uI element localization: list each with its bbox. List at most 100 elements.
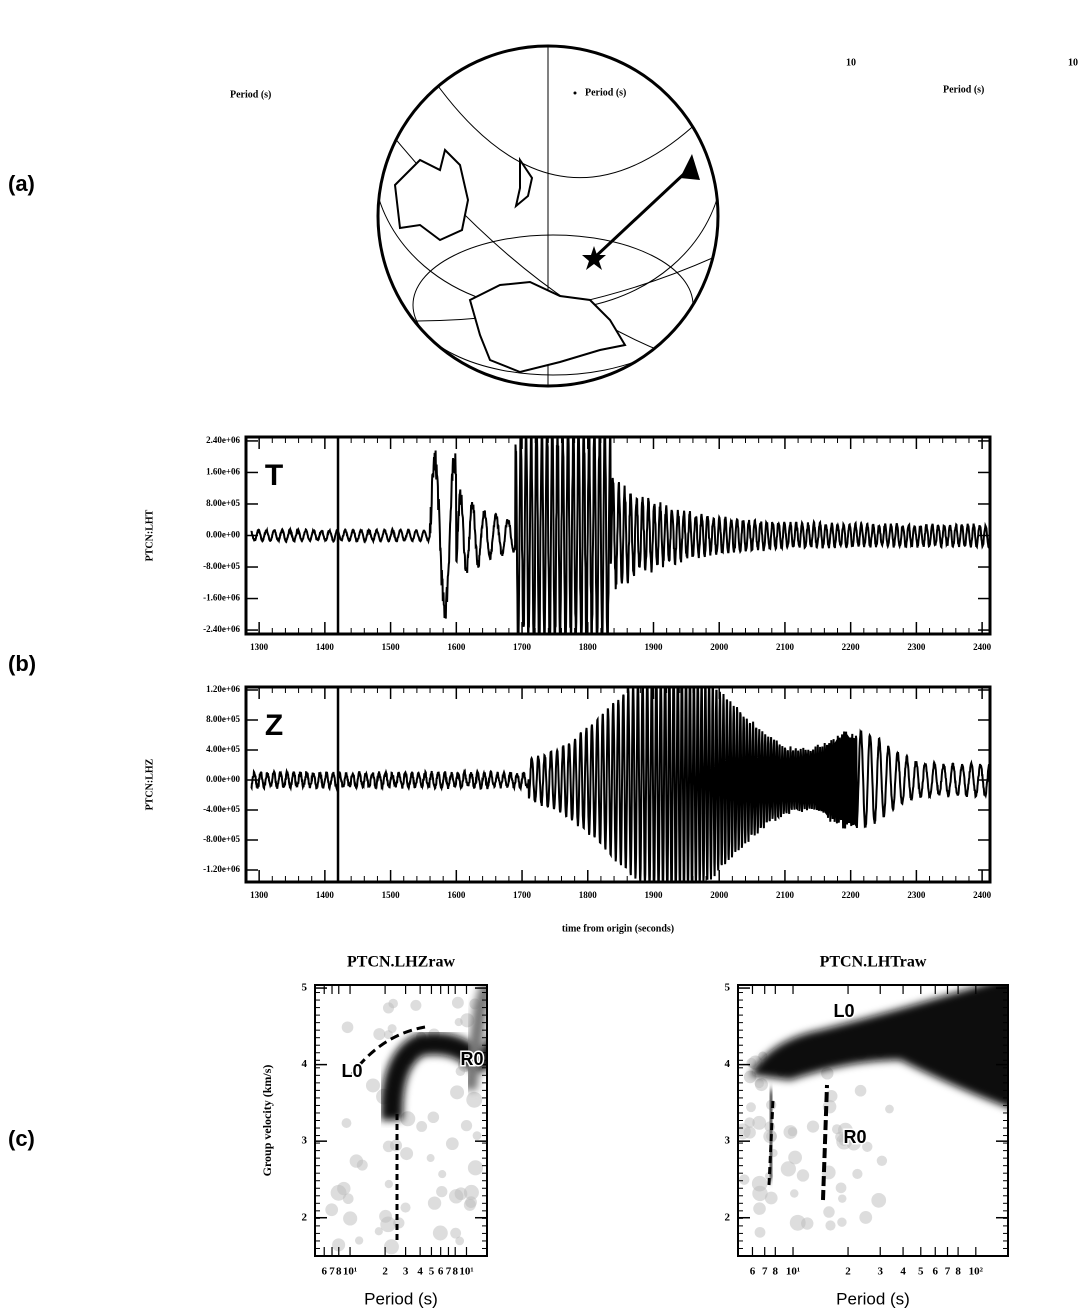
speckle [342, 1193, 354, 1205]
speckle [438, 1170, 447, 1179]
speckle [838, 1122, 853, 1138]
speckle [885, 1104, 894, 1114]
x-tick-label: 2000 [710, 642, 729, 652]
x-tick-label: 10¹ [343, 1266, 357, 1278]
speckle [796, 1169, 810, 1182]
speckle [426, 1154, 435, 1163]
x-tick-label: 1400 [316, 642, 335, 652]
speckle [325, 1203, 339, 1217]
x-tick-label: 1700 [513, 890, 532, 900]
x-tick-label: 6 [933, 1266, 939, 1278]
speckle [341, 1118, 352, 1129]
speckle [432, 1225, 448, 1241]
energy-band [380, 1032, 487, 1121]
x-tick-label: 3 [877, 1266, 883, 1278]
y-tick-label: 4 [725, 1058, 731, 1070]
speckle [379, 1209, 392, 1223]
annotation: R0 [843, 1127, 866, 1147]
x-axis-label: time from origin (seconds) [562, 923, 674, 934]
spectrogram [325, 985, 487, 1255]
panel-label: (b) [8, 651, 36, 676]
stray-dot [573, 91, 577, 95]
x-tick-label: 7 [945, 1266, 951, 1278]
x-tick-label: 2 [382, 1266, 388, 1278]
stray-label: 10 [1068, 57, 1078, 68]
speckle [384, 1179, 393, 1189]
panel-title: PTCN.LHTraw [820, 954, 927, 971]
x-tick-label: 1900 [644, 890, 663, 900]
speckle [388, 998, 398, 1009]
y-tick-label: 5 [302, 982, 308, 994]
x-tick-label: 2 [845, 1266, 851, 1278]
speckle [455, 1236, 465, 1246]
speckle [852, 1168, 863, 1180]
speckle [427, 1196, 442, 1210]
x-tick-label: 2400 [973, 890, 992, 900]
speckle [410, 999, 422, 1011]
speckle [823, 1206, 835, 1218]
annotation: L0 [341, 1061, 362, 1081]
x-tick-label: 8 [955, 1266, 961, 1278]
globe-rim [376, 44, 720, 388]
speckle [463, 1184, 479, 1200]
x-tick-label: 2400 [973, 642, 992, 652]
speckle [739, 1174, 750, 1185]
speckle [332, 1238, 346, 1252]
speckle [460, 1119, 473, 1132]
energy-region [750, 985, 1008, 1108]
x-tick-label: 2000 [710, 890, 729, 900]
speckle [746, 1102, 756, 1113]
y-tick-label: -4.00e+05 [203, 804, 240, 814]
x-tick-label: 8 [773, 1266, 779, 1278]
y-axis-label: Group velocity (km/s) [260, 1065, 274, 1177]
x-tick-label: 4 [417, 1266, 423, 1278]
x-tick-label: 1600 [447, 890, 466, 900]
y-tick-label: 0.00e+00 [206, 530, 240, 540]
y-tick-label: 1.60e+06 [206, 467, 240, 477]
x-tick-label: 7 [446, 1266, 452, 1278]
event-star [582, 246, 606, 270]
speckle [788, 1150, 802, 1165]
y-tick-label: 2 [725, 1211, 731, 1223]
speckle [764, 1191, 778, 1205]
y-tick-label: 4 [302, 1058, 308, 1070]
speckle [460, 1013, 475, 1028]
annotation: L0 [833, 1001, 854, 1021]
speckle [450, 1085, 465, 1100]
speckle [349, 1154, 364, 1168]
speckle [467, 1160, 484, 1176]
x-tick-label: 1400 [316, 890, 335, 900]
speckle [787, 1127, 798, 1137]
y-tick-label: -8.00e+05 [203, 561, 240, 571]
x-tick-label: 1700 [513, 642, 532, 652]
speckle [472, 1131, 482, 1141]
speckle [838, 1136, 849, 1146]
station-triangle [680, 154, 700, 180]
x-tick-label: 8 [452, 1266, 458, 1278]
component-label: Z [265, 709, 283, 742]
y-tick-label: 4.00e+05 [206, 744, 240, 754]
speckle [427, 1111, 440, 1124]
speckle [835, 1182, 847, 1194]
y-tick-label: -8.00e+05 [203, 834, 240, 844]
speckle [355, 1236, 364, 1245]
speckle [343, 1211, 358, 1226]
speckle [445, 1137, 459, 1151]
x-tick-label: 10¹ [459, 1266, 473, 1278]
x-tick-label: 2200 [842, 642, 861, 652]
speckle [436, 1185, 448, 1198]
x-tick-label: 2300 [907, 642, 926, 652]
waveform [250, 687, 990, 882]
speckle [862, 1141, 873, 1152]
stray-label: Period (s) [230, 89, 271, 100]
speckle [337, 1181, 351, 1196]
x-tick-label: 2100 [776, 642, 795, 652]
speckle [416, 1121, 428, 1132]
speckle [754, 1078, 764, 1089]
speckle [450, 1227, 462, 1239]
y-tick-label: 8.00e+05 [206, 498, 240, 508]
y-tick-label: 5 [725, 982, 731, 994]
globe [378, 46, 718, 386]
stray-label: 10 [846, 57, 856, 68]
